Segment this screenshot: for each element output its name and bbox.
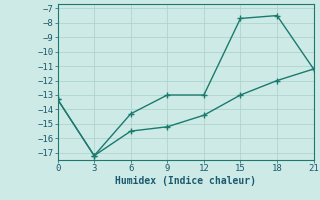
X-axis label: Humidex (Indice chaleur): Humidex (Indice chaleur) (115, 176, 256, 186)
